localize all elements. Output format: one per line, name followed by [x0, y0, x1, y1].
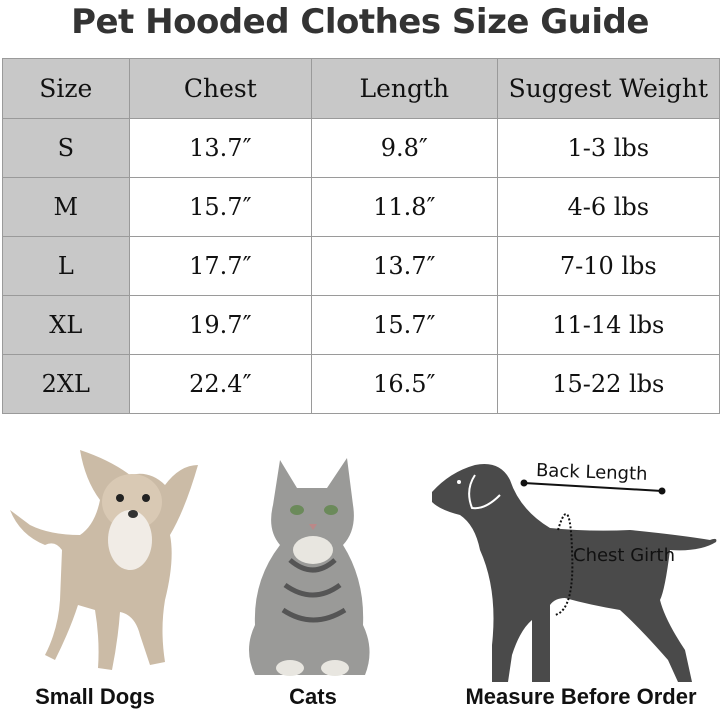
cell-length: 11.8″ [311, 177, 498, 237]
table-header-row: Size Chest Length Suggest Weight [2, 58, 720, 119]
cats-label: Cats [289, 684, 337, 709]
cell-chest: 22.4″ [128, 354, 313, 414]
header-size: Size [2, 58, 130, 119]
back-length-line [523, 482, 663, 492]
cell-size: L [2, 236, 130, 296]
cell-size: XL [2, 295, 130, 355]
cell-length: 9.8″ [311, 118, 498, 178]
dog-measurement-diagram [432, 464, 717, 682]
chest-girth-loop [554, 513, 574, 616]
cell-weight: 7-10 lbs [496, 236, 720, 296]
cell-chest: 13.7″ [128, 118, 313, 178]
cell-chest: 19.7″ [128, 295, 313, 355]
table-row: XL 19.7″ 15.7″ 11-14 lbs [2, 295, 720, 355]
chest-girth-label: Chest Girth [573, 545, 676, 566]
cell-weight: 11-14 lbs [496, 295, 720, 355]
cell-chest: 15.7″ [128, 177, 313, 237]
cell-size: 2XL [2, 354, 130, 414]
dog-silhouette [432, 464, 717, 682]
header-length: Length [311, 58, 498, 119]
cell-length: 13.7″ [311, 236, 498, 296]
table-row: S 13.7″ 9.8″ 1-3 lbs [2, 118, 720, 178]
header-chest: Chest [128, 58, 313, 119]
cell-chest: 17.7″ [128, 236, 313, 296]
page-title: Pet Hooded Clothes Size Guide [71, 2, 649, 42]
cell-length: 15.7″ [311, 295, 498, 355]
small-dogs-label: Small Dogs [35, 684, 155, 709]
cell-length: 16.5″ [311, 354, 498, 414]
cell-weight: 15-22 lbs [496, 354, 720, 414]
cat-photo [249, 458, 370, 676]
cell-weight: 4-6 lbs [496, 177, 720, 237]
header-weight: Suggest Weight [496, 58, 720, 119]
size-table: Size Chest Length Suggest Weight S 13.7″… [2, 58, 720, 414]
cell-size: S [2, 118, 130, 178]
cell-weight: 1-3 lbs [496, 118, 720, 178]
cell-size: M [2, 177, 130, 237]
table-row: M 15.7″ 11.8″ 4-6 lbs [2, 177, 720, 237]
table-row: 2XL 22.4″ 16.5″ 15-22 lbs [2, 354, 720, 414]
table-row: L 17.7″ 13.7″ 7-10 lbs [2, 236, 720, 296]
measure-label: Measure Before Order [465, 684, 697, 709]
small-dog-photo [10, 450, 198, 670]
back-length-label: Back Length [535, 460, 648, 485]
